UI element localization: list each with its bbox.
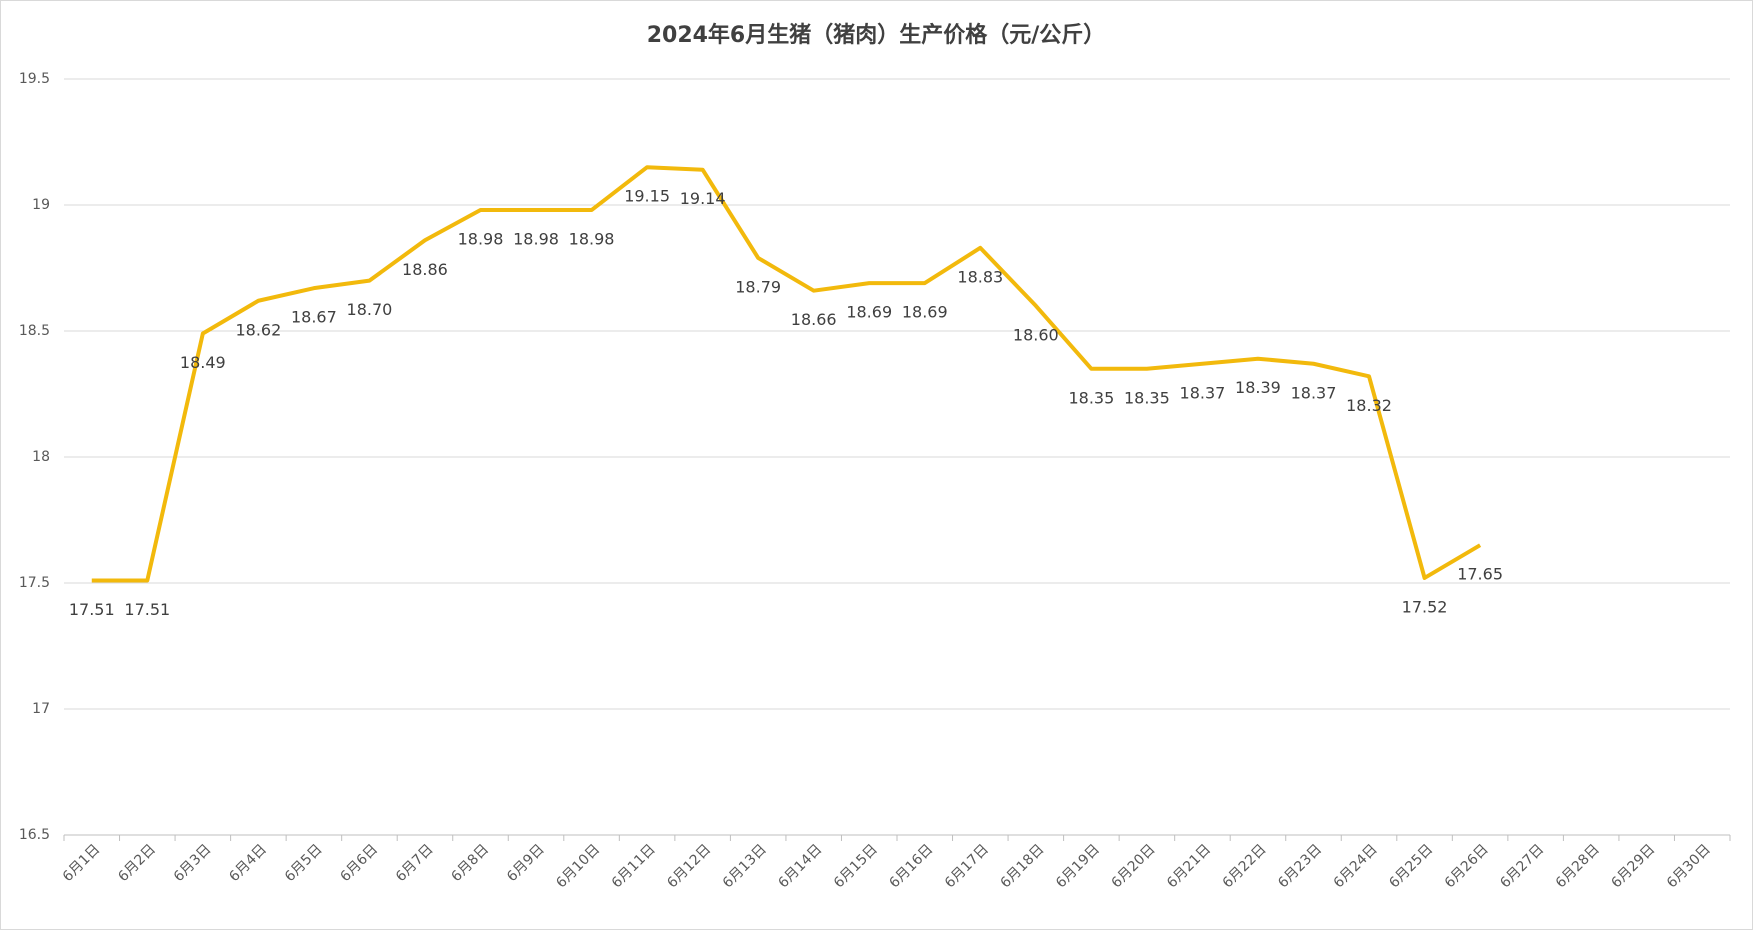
data-label: 18.62 (235, 320, 281, 339)
data-label: 18.98 (458, 230, 504, 249)
y-tick-label: 16.5 (19, 827, 50, 843)
chart-title: 2024年6月生猪（猪肉）生产价格（元/公斤） (647, 22, 1106, 48)
y-tick-label: 17 (32, 701, 50, 717)
data-label: 18.83 (957, 267, 1003, 286)
data-label: 18.35 (1124, 388, 1170, 407)
data-label: 18.79 (735, 277, 781, 296)
data-label: 18.32 (1346, 396, 1392, 415)
y-tick-label: 17.5 (19, 575, 50, 591)
data-label: 18.66 (791, 310, 837, 329)
data-label: 18.37 (1291, 383, 1337, 402)
y-tick-label: 18.5 (19, 323, 50, 339)
data-label: 18.37 (1180, 383, 1226, 402)
data-label: 18.98 (569, 230, 615, 249)
data-label: 19.15 (624, 187, 670, 206)
y-tick-label: 19.5 (19, 71, 50, 87)
data-label: 17.51 (124, 600, 170, 619)
data-label: 18.60 (1013, 325, 1059, 344)
data-label: 18.69 (846, 303, 892, 322)
y-tick-label: 19 (32, 197, 50, 213)
data-label: 17.52 (1402, 597, 1448, 616)
data-label: 17.65 (1457, 565, 1503, 584)
data-label: 18.35 (1068, 388, 1114, 407)
data-label: 18.98 (513, 230, 559, 249)
data-label: 18.70 (347, 300, 393, 319)
data-label: 19.14 (680, 189, 726, 208)
data-label: 18.39 (1235, 378, 1281, 397)
data-label: 17.51 (69, 600, 115, 619)
data-label: 18.86 (402, 260, 448, 279)
y-tick-label: 18 (32, 449, 50, 465)
data-label: 18.69 (902, 303, 948, 322)
data-label: 18.67 (291, 308, 337, 327)
data-label: 18.49 (180, 353, 226, 372)
line (91, 165, 1482, 583)
